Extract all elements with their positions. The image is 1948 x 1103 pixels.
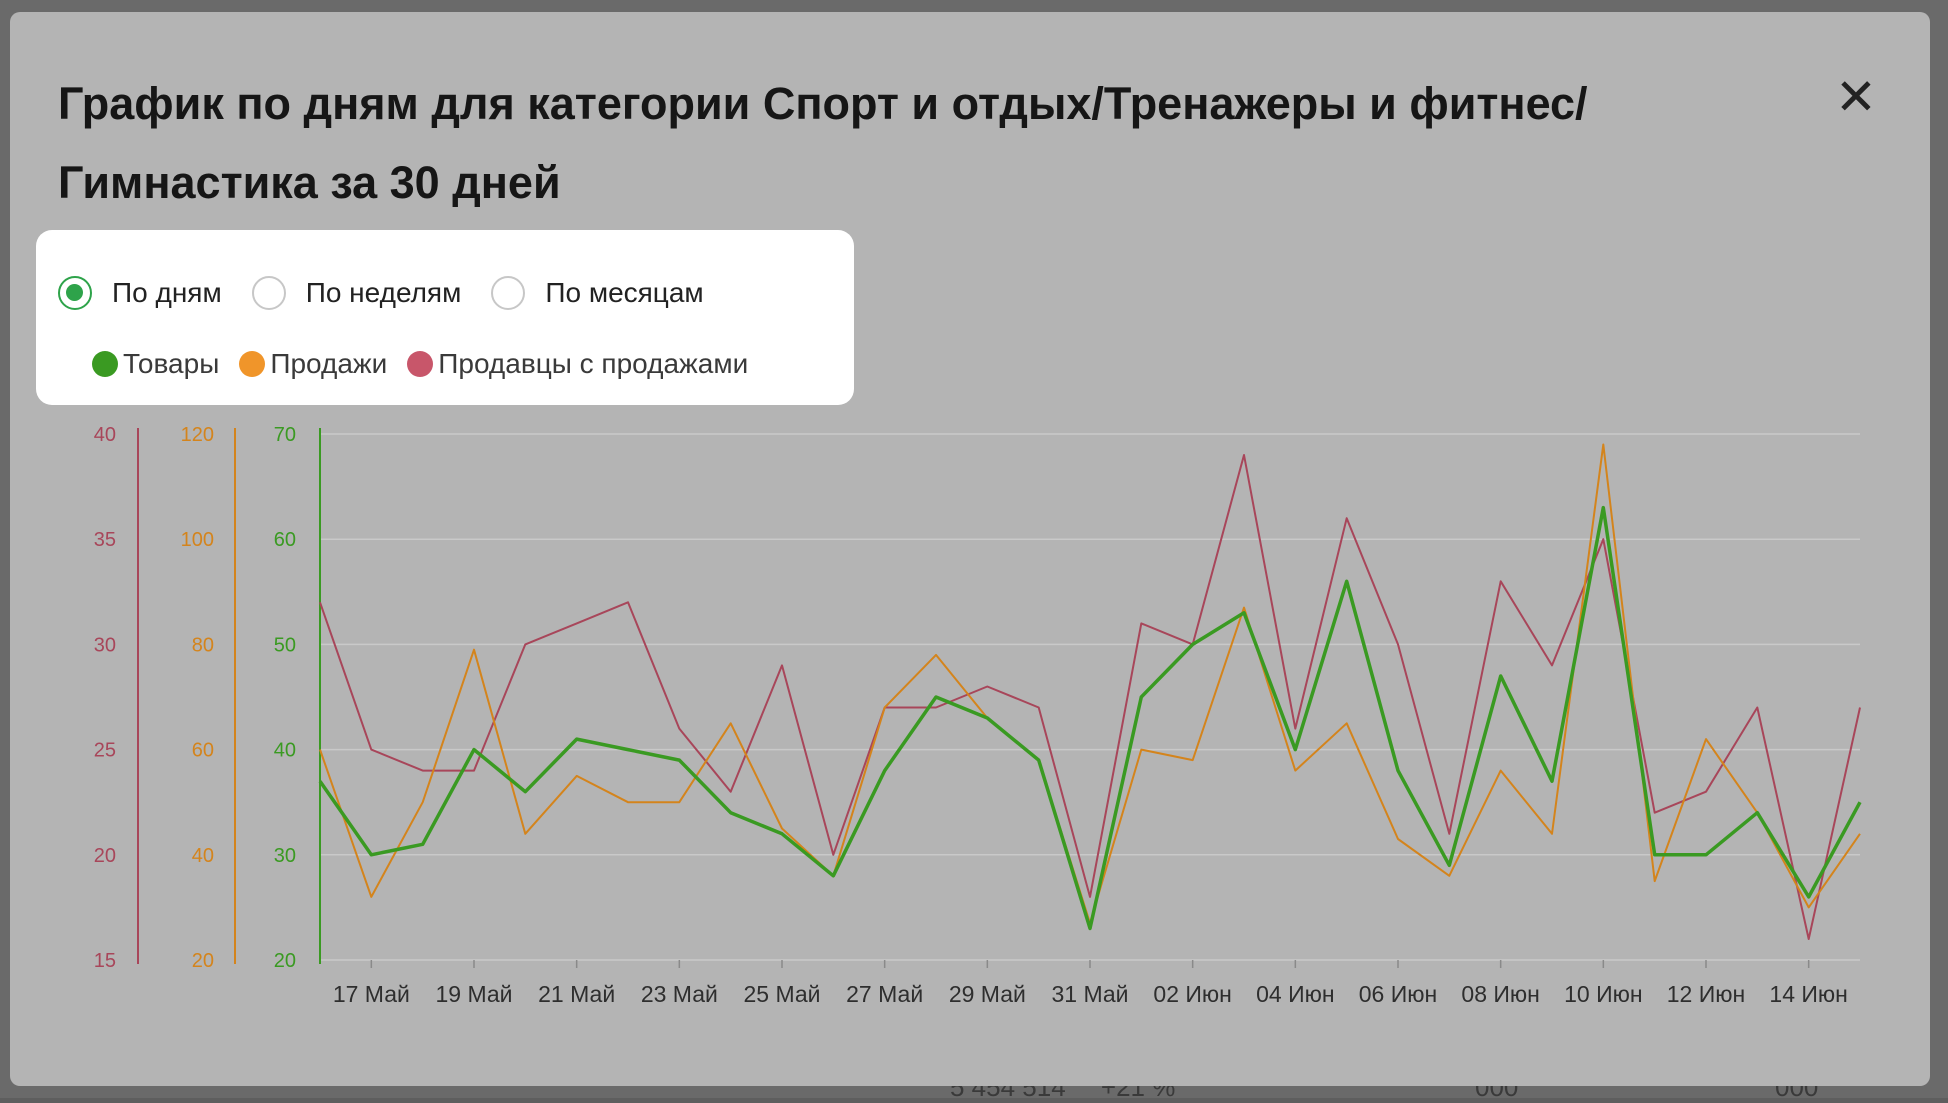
y-tick-label: 60	[274, 529, 296, 551]
y-tick-label: 40	[192, 845, 214, 867]
radio-unchecked-icon	[491, 276, 526, 310]
y-tick-label: 25	[94, 740, 116, 762]
x-tick-label: 19 Май	[435, 981, 512, 1007]
legend-item-sales[interactable]: Продажи	[239, 348, 387, 380]
x-tick-label: 12 Июн	[1667, 981, 1745, 1007]
x-tick-label: 08 Июн	[1461, 981, 1539, 1007]
x-tick-label: 25 Май	[743, 981, 820, 1007]
line-chart: 15 20 25 30 35 40 20 40 60 80 100 120 20 30 40 50 60 70 17…	[94, 424, 1862, 1007]
legend-label: Продажи	[270, 348, 388, 379]
y-tick-label: 20	[274, 950, 296, 972]
period-radio-label: По месяцам	[545, 277, 704, 308]
y-tick-label: 120	[181, 424, 214, 446]
series-line-sellers	[319, 454, 1861, 940]
x-tick-label: 10 Июн	[1564, 981, 1642, 1007]
x-tick-label: 17 Май	[333, 981, 410, 1007]
period-radio-label: По дням	[112, 277, 222, 308]
x-tick-label: 14 Июн	[1769, 981, 1847, 1007]
legend-item-sellers[interactable]: Продавцы с продажами	[407, 348, 748, 380]
y-tick-label: 80	[192, 634, 214, 656]
legend-label: Продавцы с продажами	[438, 348, 749, 379]
radio-unchecked-icon	[251, 276, 286, 310]
chart-legend: Товары Продажи Продавцы с продажами	[92, 348, 768, 380]
chart-controls-panel: По дням По неделям По месяцам Товары Про…	[36, 230, 854, 405]
period-radio-months[interactable]: По месяцам	[491, 276, 704, 310]
y-tick-label: 20	[94, 845, 116, 867]
x-tick-label: 06 Июн	[1359, 981, 1437, 1007]
x-tick-label: 27 Май	[846, 981, 923, 1007]
y-tick-label: 60	[192, 740, 214, 762]
y-tick-label: 35	[94, 529, 116, 551]
y-tick-label: 40	[274, 740, 296, 762]
period-radio-group: По дням По неделям По месяцам	[58, 276, 734, 310]
legend-dot-icon	[239, 351, 266, 377]
modal-title: График по дням для категории Спорт и отд…	[58, 78, 1588, 208]
period-radio-label: По неделям	[305, 277, 462, 308]
period-radio-weeks[interactable]: По неделям	[251, 276, 462, 310]
y-tick-label: 100	[181, 529, 214, 551]
x-tick-label: 31 Май	[1051, 981, 1128, 1007]
period-radio-days[interactable]: По дням	[58, 276, 222, 310]
x-tick-label: 04 Июн	[1256, 981, 1334, 1007]
radio-checked-icon	[58, 276, 92, 310]
chart-modal: График по дням для категории Спорт и отд…	[10, 12, 1930, 1086]
legend-dot-icon	[407, 351, 434, 377]
y-tick-label: 20	[192, 950, 214, 972]
series-line-products	[318, 505, 1862, 931]
y-tick-label: 70	[274, 424, 296, 446]
y-tick-label: 50	[274, 634, 296, 656]
x-tick-label: 23 Май	[641, 981, 718, 1007]
y-tick-label: 30	[274, 845, 296, 867]
legend-dot-icon	[92, 351, 118, 377]
close-icon[interactable]: ✕	[1835, 69, 1877, 125]
y-tick-label: 15	[94, 950, 116, 972]
y-tick-label: 30	[94, 634, 116, 656]
legend-label: Товары	[123, 348, 220, 379]
x-tick-label: 21 Май	[538, 981, 615, 1007]
y-tick-label: 40	[94, 424, 116, 446]
x-tick-label: 29 Май	[949, 981, 1026, 1007]
x-tick-label: 02 Июн	[1153, 981, 1231, 1007]
legend-item-products[interactable]: Товары	[92, 348, 219, 380]
